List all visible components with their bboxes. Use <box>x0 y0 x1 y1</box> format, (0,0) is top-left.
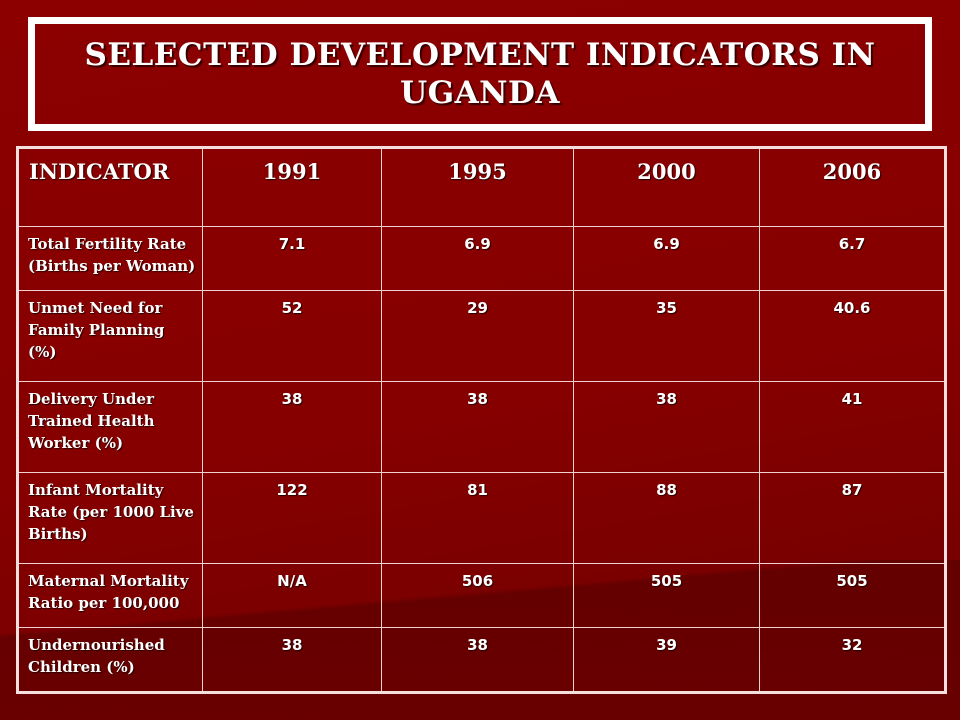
cell-value: 39 <box>573 626 760 694</box>
cell-value: 506 <box>381 562 574 628</box>
row-label: Unmet Need for Family Planning (%) <box>17 289 203 382</box>
cell-value: 6.7 <box>759 226 946 291</box>
table-row: Total Fertility Rate (Births per Woman) 7… <box>17 226 946 291</box>
cell-value: 40.6 <box>759 289 946 382</box>
row-label: Undernourished Children (%) <box>17 626 203 694</box>
row-label: Maternal Mortality Ratio per 100,000 <box>17 562 203 628</box>
cell-value: 7.1 <box>202 226 382 291</box>
cell-value: 6.9 <box>573 226 760 291</box>
cell-value: 41 <box>759 380 946 473</box>
title-box: SELECTED DEVELOPMENT INDICATORS IN UGAND… <box>28 17 932 131</box>
cell-value: 122 <box>202 471 382 564</box>
header-2006: 2006 <box>759 147 946 227</box>
slide-title: SELECTED DEVELOPMENT INDICATORS IN UGAND… <box>84 37 876 111</box>
cell-value: 29 <box>381 289 574 382</box>
cell-value: 32 <box>759 626 946 694</box>
row-label: Total Fertility Rate (Births per Woman) <box>17 226 203 291</box>
header-2000: 2000 <box>573 147 760 227</box>
row-label: Infant Mortality Rate (per 1000 Live Bir… <box>17 471 203 564</box>
indicators-table: INDICATOR 1991 1995 2000 2006 Total Fert… <box>16 146 947 694</box>
cell-value: 88 <box>573 471 760 564</box>
table-row: Undernourished Children (%) 38 38 39 32 <box>17 626 946 694</box>
cell-value: 35 <box>573 289 760 382</box>
header-row: INDICATOR 1991 1995 2000 2006 <box>17 147 946 227</box>
cell-value: 87 <box>759 471 946 564</box>
table-row: Infant Mortality Rate (per 1000 Live Bir… <box>17 471 946 564</box>
cell-value: 505 <box>573 562 760 628</box>
header-1991: 1991 <box>202 147 382 227</box>
cell-value: 38 <box>573 380 760 473</box>
cell-value: 38 <box>381 380 574 473</box>
cell-value: 38 <box>202 626 382 694</box>
header-indicator: INDICATOR <box>17 147 203 227</box>
cell-value: 52 <box>202 289 382 382</box>
cell-value: 38 <box>381 626 574 694</box>
cell-value: N/A <box>202 562 382 628</box>
table-row: Maternal Mortality Ratio per 100,000 N/A 5… <box>17 562 946 628</box>
cell-value: 38 <box>202 380 382 473</box>
cell-value: 81 <box>381 471 574 564</box>
header-1995: 1995 <box>381 147 574 227</box>
table-row: Delivery Under Trained Health Worker (%)… <box>17 380 946 473</box>
cell-value: 6.9 <box>381 226 574 291</box>
table-row: Unmet Need for Family Planning (%) 52 29 35… <box>17 289 946 382</box>
row-label: Delivery Under Trained Health Worker (%) <box>17 380 203 473</box>
cell-value: 505 <box>759 562 946 628</box>
